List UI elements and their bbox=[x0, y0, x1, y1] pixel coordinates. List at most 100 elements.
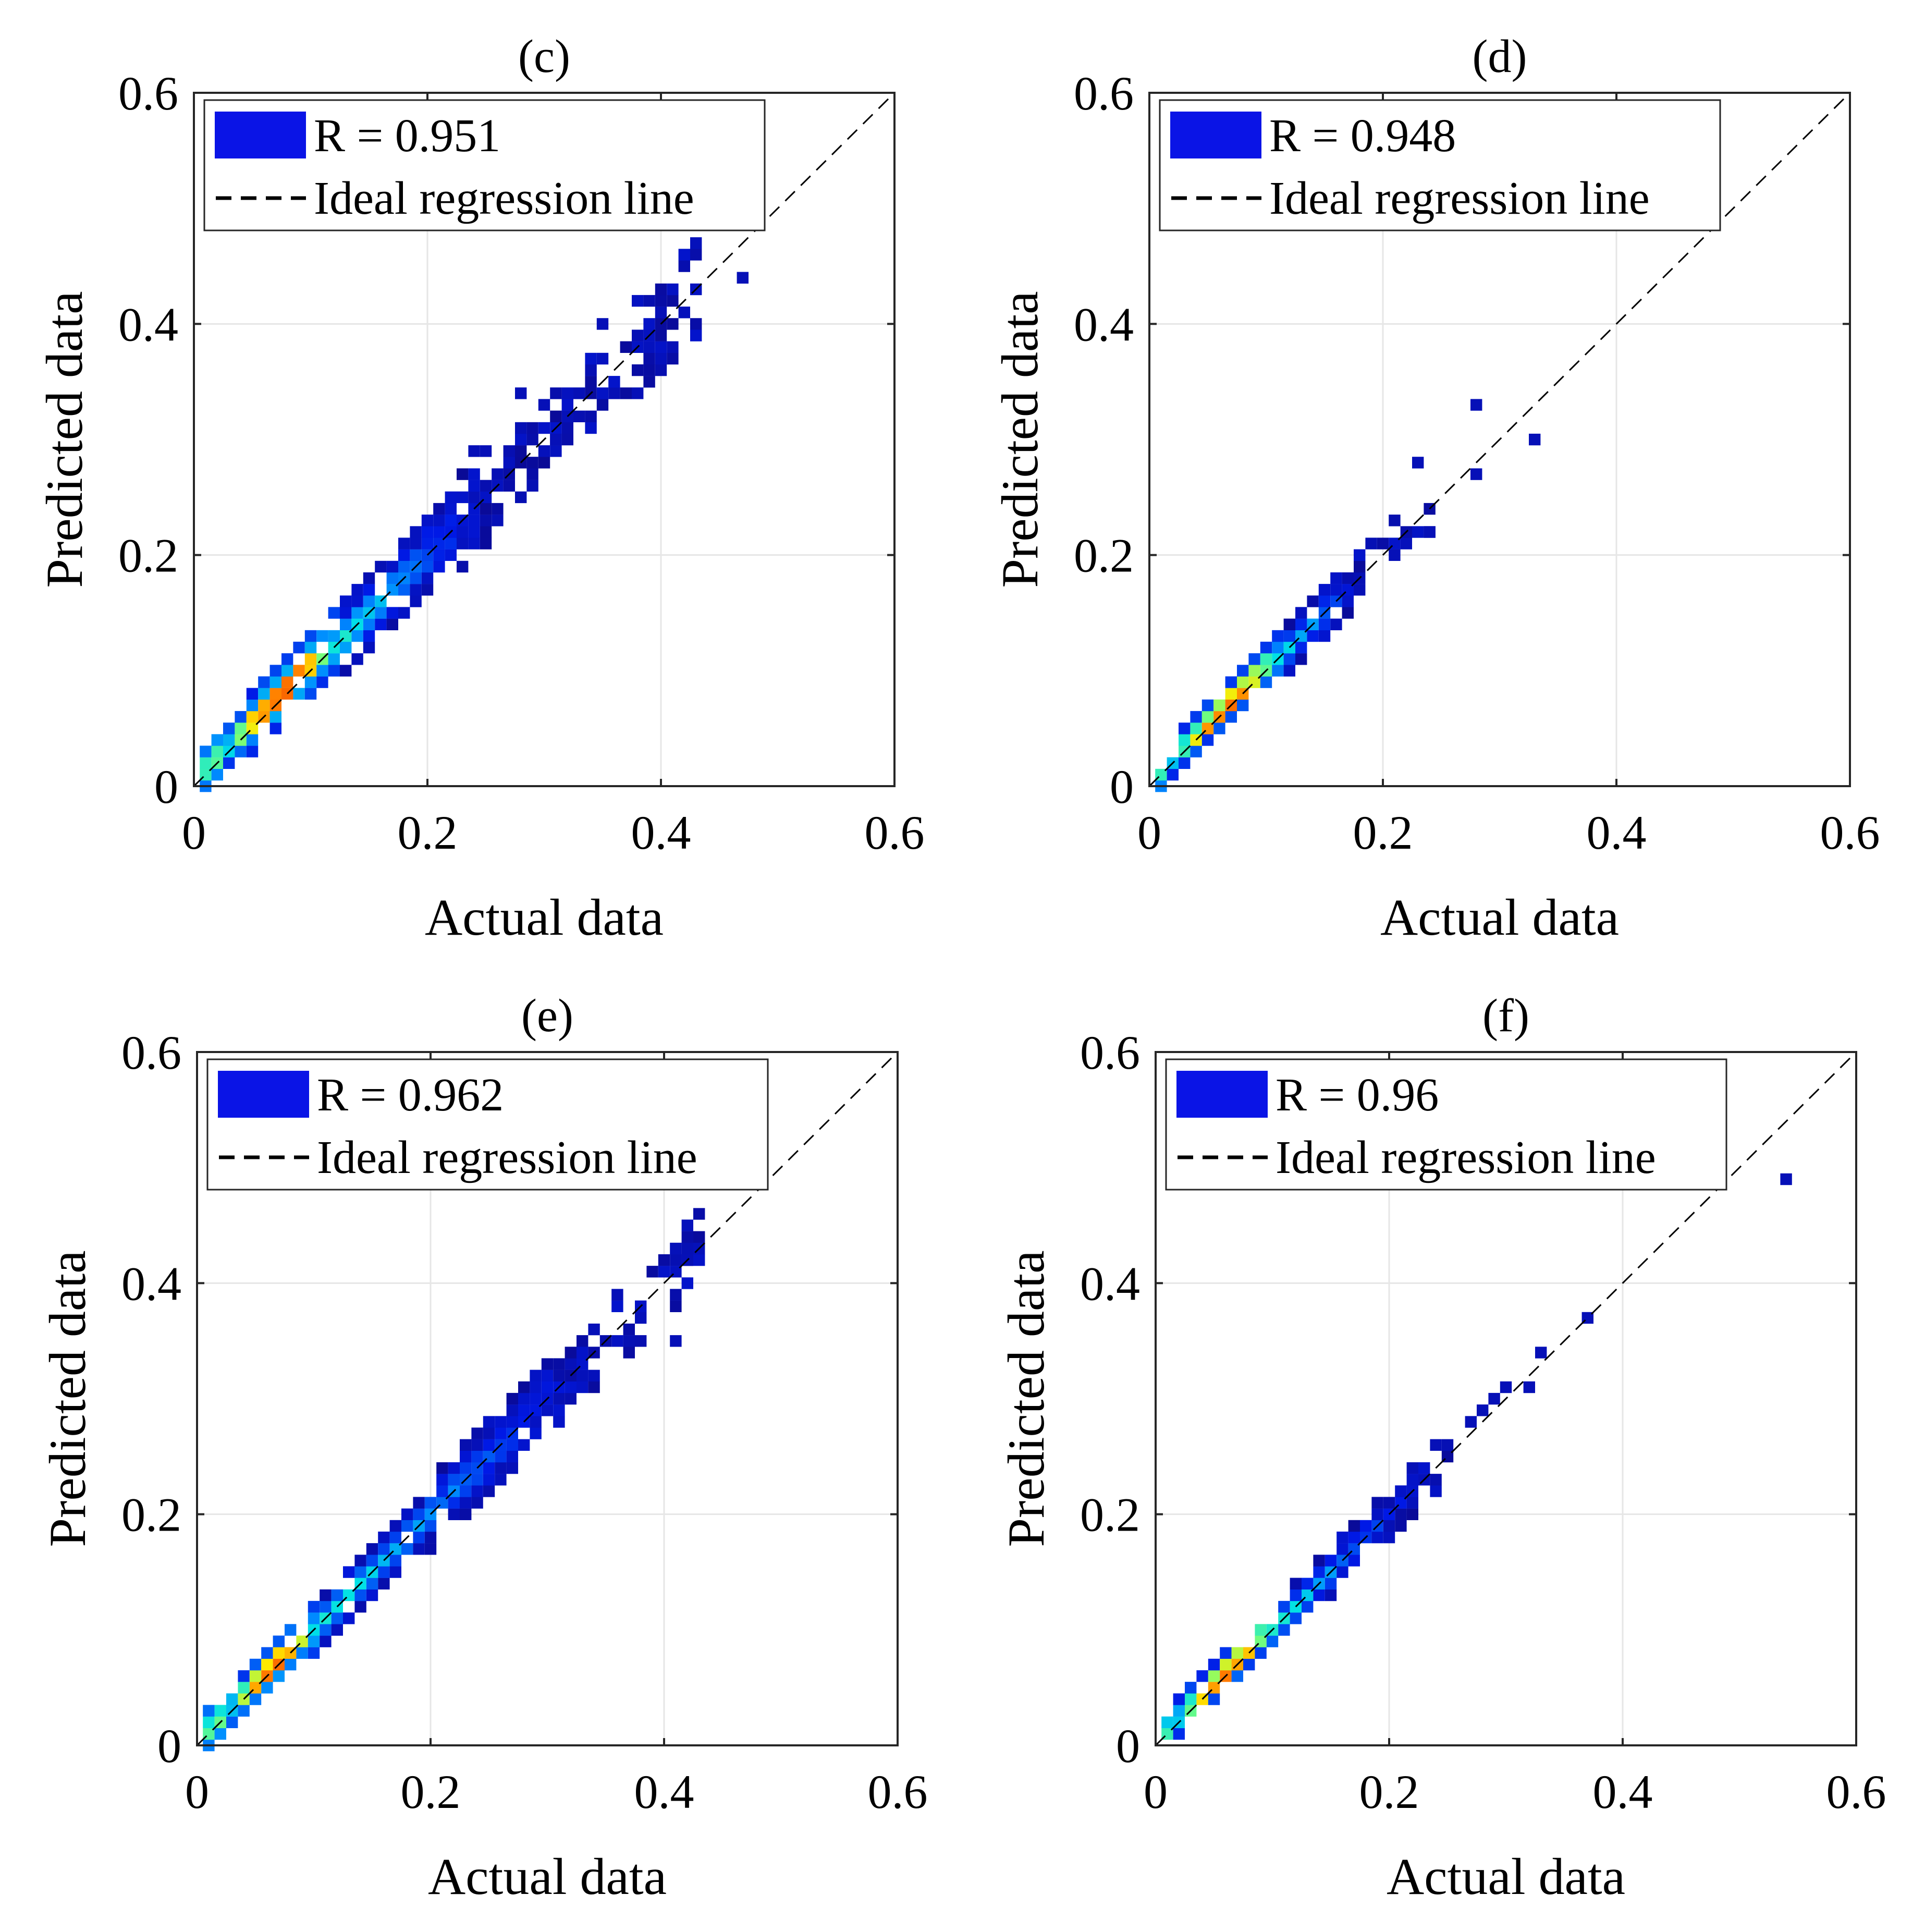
heatmap-cell bbox=[320, 1600, 332, 1613]
heatmap-cell bbox=[1406, 1462, 1418, 1474]
heatmap-cell bbox=[304, 630, 317, 642]
heatmap-cell bbox=[483, 1439, 495, 1451]
heatmap-cell bbox=[304, 641, 317, 654]
heatmap-cell bbox=[386, 560, 398, 573]
heatmap-cell bbox=[375, 618, 387, 630]
heatmap-cell bbox=[1325, 1578, 1337, 1589]
outlier-cell bbox=[1412, 457, 1424, 469]
y-tick-label: 0.2 bbox=[121, 1488, 181, 1542]
heatmap-cell bbox=[1430, 1474, 1442, 1486]
heatmap-cell bbox=[1400, 537, 1412, 549]
heatmap-cell bbox=[553, 1392, 565, 1405]
heatmap-cell bbox=[1389, 515, 1401, 527]
heatmap-cell bbox=[389, 1531, 401, 1544]
outlier-cell bbox=[1523, 1381, 1535, 1393]
y-tick-label: 0.4 bbox=[1080, 1257, 1140, 1310]
heatmap-cell bbox=[1208, 1670, 1220, 1682]
heatmap-cell bbox=[316, 676, 328, 688]
legend-patch-swatch bbox=[1170, 112, 1261, 158]
heatmap-cell bbox=[246, 688, 259, 700]
heatmap-cell bbox=[585, 352, 597, 365]
heatmap-cell bbox=[561, 399, 573, 411]
heatmap-cell bbox=[655, 283, 667, 296]
heatmap-cell bbox=[1283, 618, 1295, 630]
heatmap-cell bbox=[468, 526, 480, 538]
heatmap-cell bbox=[480, 503, 492, 515]
heatmap-cell bbox=[1313, 1566, 1325, 1578]
legend-d: R = 0.948 Ideal regression line bbox=[1159, 99, 1721, 231]
heatmap-cell bbox=[561, 433, 573, 446]
panel-title: (e) bbox=[521, 990, 573, 1042]
heatmap-cell bbox=[214, 1728, 226, 1740]
heatmap-cell bbox=[1290, 1589, 1302, 1601]
heatmap-cell bbox=[1213, 699, 1225, 712]
heatmap-cell bbox=[448, 1462, 460, 1474]
heatmap-cell bbox=[1383, 1520, 1395, 1532]
outlier-cell bbox=[1535, 1347, 1547, 1359]
heatmap-cell bbox=[518, 1381, 530, 1393]
y-tick-label: 0.4 bbox=[121, 1257, 181, 1310]
x-tick-label: 0.4 bbox=[634, 1765, 694, 1818]
heatmap-cell bbox=[433, 560, 445, 573]
heatmap-cell bbox=[468, 491, 480, 504]
axes-box-c bbox=[193, 92, 896, 787]
heatmap-cell bbox=[565, 1392, 577, 1405]
panel-d: 00 0.2 0.2 0.4 0.4 0.6 0.6 (d) Actual data Predic… bbox=[991, 31, 1880, 946]
heatmap-cell bbox=[389, 1566, 401, 1578]
outlier-cell bbox=[737, 272, 749, 284]
outlier-cell bbox=[596, 318, 609, 330]
y-axis-label: Predicted data bbox=[35, 291, 93, 588]
heatmap-cell bbox=[585, 422, 597, 434]
heatmap-cell bbox=[308, 1647, 320, 1659]
heatmap-cell bbox=[258, 699, 270, 712]
heatmap-cell bbox=[203, 1716, 215, 1728]
heatmap-cell bbox=[269, 676, 281, 688]
heatmap-cell bbox=[424, 1531, 437, 1544]
heatmap-cell bbox=[678, 307, 690, 319]
outlier-cell bbox=[492, 515, 504, 527]
heatmap-cell bbox=[667, 318, 679, 330]
heatmap-cell bbox=[363, 618, 375, 630]
panel-e: 00 0.2 0.2 0.4 0.4 0.6 0.6 (e) Actual data Predic… bbox=[39, 990, 928, 1905]
heatmap-cell bbox=[1266, 1635, 1279, 1647]
heatmap-cell bbox=[518, 1392, 530, 1405]
heatmap-cell bbox=[538, 445, 550, 457]
heatmap-cell bbox=[515, 433, 527, 446]
heatmap-cell bbox=[670, 1289, 682, 1301]
heatmap-cell bbox=[670, 1300, 682, 1312]
heatmap-cell bbox=[565, 1381, 577, 1393]
x-axis-label: Actual data bbox=[1380, 888, 1619, 946]
heatmap-cell bbox=[316, 630, 328, 642]
legend-label-r-value: R = 0.951 bbox=[314, 110, 500, 162]
heatmap-cell bbox=[1173, 1728, 1185, 1740]
heatmap-cell bbox=[577, 1335, 588, 1347]
heatmap-cell bbox=[1237, 665, 1249, 677]
heatmap-cell bbox=[296, 1647, 308, 1659]
heatmap-cell bbox=[460, 1497, 472, 1509]
outlier-cell bbox=[1780, 1173, 1792, 1185]
outlier-cell bbox=[1488, 1392, 1500, 1405]
heatmap-cell bbox=[681, 1231, 693, 1243]
heatmap-cell bbox=[1260, 641, 1272, 654]
outlier-cell bbox=[667, 341, 679, 353]
heatmap-cell bbox=[480, 526, 492, 538]
x-axis-label: Actual data bbox=[1387, 1848, 1625, 1905]
heatmap-cell bbox=[343, 1566, 355, 1578]
outlier-cell bbox=[1529, 433, 1541, 446]
heatmap-cell bbox=[480, 445, 492, 457]
heatmap-cell bbox=[1348, 1520, 1360, 1532]
heatmap-cell bbox=[1167, 768, 1179, 781]
heatmap-cell bbox=[413, 1531, 425, 1544]
x-tick-label: 0.4 bbox=[631, 806, 691, 859]
heatmap-cell bbox=[471, 1450, 483, 1463]
heatmap-cell bbox=[398, 560, 410, 573]
heatmap-cell bbox=[258, 688, 270, 700]
axes-box-f bbox=[1155, 1051, 1857, 1746]
y-tick-label: 0.6 bbox=[1074, 67, 1134, 120]
heatmap-cell bbox=[670, 1242, 682, 1255]
y-tick-label: 0.4 bbox=[1074, 298, 1134, 351]
heatmap-cell bbox=[526, 480, 538, 492]
heatmap-cell bbox=[1318, 584, 1331, 596]
heatmap-cell bbox=[1179, 723, 1191, 735]
heatmap-cell bbox=[308, 1612, 320, 1624]
